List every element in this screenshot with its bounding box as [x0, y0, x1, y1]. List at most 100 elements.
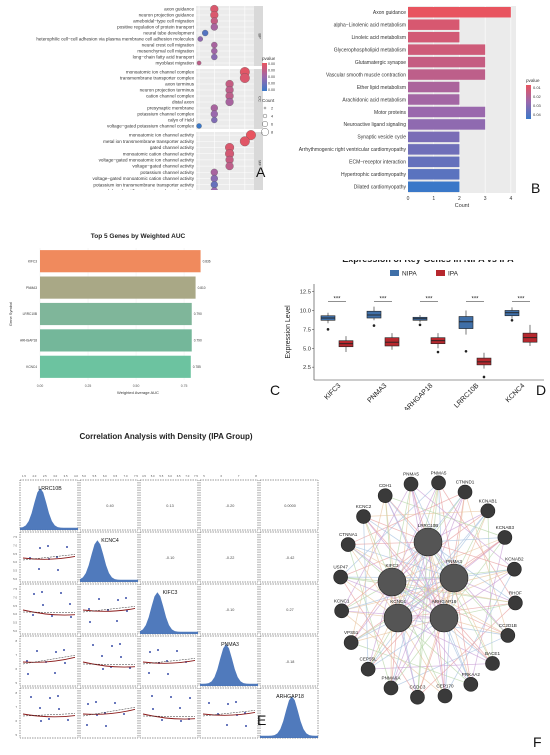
x-tick-label: 2.5	[43, 474, 47, 478]
scatter-point	[227, 703, 229, 705]
network-node	[340, 537, 356, 552]
correlation-label: -0.42	[286, 556, 295, 560]
y-tick-label: 2.5	[303, 365, 311, 371]
term-dot	[211, 116, 218, 124]
scatter-point	[39, 707, 41, 709]
category-label: Linoleic acid metabolism	[352, 35, 406, 41]
x-tick-label: 7.0	[185, 474, 189, 478]
x-axis-label: Count	[455, 203, 470, 209]
x-tick-label: 1.5	[22, 474, 26, 478]
node-label: CTNNA1	[339, 532, 358, 537]
panel-b-kegg-bar: 0 1 2 3 4 Axon guidance alpha−Linolenic acid m…	[276, 0, 550, 215]
category-label: Arrhythmogenic right ventricular cardiom…	[299, 147, 407, 153]
term-dot	[210, 174, 218, 183]
outlier	[418, 323, 422, 327]
network-edge	[438, 482, 516, 604]
scatter-point	[57, 569, 59, 571]
value-label: 0.810	[198, 286, 206, 290]
network-node	[457, 484, 473, 500]
matrix-cell	[139, 687, 199, 739]
y-tick-label: 7	[15, 705, 17, 709]
category-label: ARHGAP18	[20, 339, 37, 343]
scatter-point	[117, 599, 119, 601]
network-node	[377, 488, 393, 503]
bar	[40, 355, 191, 378]
network-edge	[367, 581, 393, 670]
correlation-label: 0.13	[166, 504, 173, 508]
x-tick-label: 8	[255, 474, 257, 478]
term-dot	[210, 168, 218, 176]
node-label: CDH1	[379, 483, 392, 488]
significance-label: ***	[517, 296, 525, 302]
term-label: axon terminus	[165, 82, 195, 87]
box	[458, 316, 474, 329]
legend-size-dot	[261, 128, 269, 136]
network-edge	[363, 516, 455, 579]
scatter-point	[161, 719, 163, 721]
network-node	[383, 680, 399, 696]
x-tick-label: 2.0	[32, 474, 36, 478]
term-label: delayed rectifier potassium channel acti…	[107, 189, 195, 191]
y-tick-label: 7.5	[13, 587, 17, 591]
matrix-cell	[19, 531, 79, 583]
value-label: 0.836	[203, 259, 211, 263]
node-label: KIFC3	[385, 563, 398, 568]
loess-curve	[22, 609, 76, 616]
linear-fit	[82, 663, 136, 665]
matrix-cell	[19, 635, 79, 687]
facet-strip	[254, 69, 263, 129]
legend-label: IPA	[448, 271, 459, 278]
legend-tick: 0.0005	[268, 62, 275, 66]
variable-label: ARHGAP18	[276, 694, 304, 700]
x-tick-label: LRRC10B	[453, 382, 480, 409]
scatter-point	[47, 545, 49, 547]
panel-letter-b: B	[531, 180, 541, 196]
facet-strip-label: CC	[258, 96, 263, 102]
x-tick-label: 4.5	[142, 474, 146, 478]
facet-strip-label: MF	[258, 160, 263, 166]
hub-node	[383, 603, 413, 633]
legend-swatch	[390, 270, 399, 276]
node-label: KCNAB2	[505, 557, 524, 562]
scatter-point	[235, 701, 237, 703]
network-node	[437, 688, 453, 704]
legend-title: pvalue	[526, 78, 540, 83]
category-label: KIFC3	[28, 259, 37, 263]
term-dot	[225, 97, 234, 107]
x-tick-label: 4.0	[74, 474, 78, 478]
y-tick-label: 6.5	[13, 604, 17, 608]
outlier	[464, 349, 468, 353]
legend-label: NIPA	[402, 271, 417, 278]
network-edge	[390, 635, 508, 689]
scatter-point	[89, 621, 91, 623]
legend-title: pvalue	[262, 56, 275, 61]
network-edge	[368, 663, 493, 670]
bar	[40, 250, 201, 273]
correlation-label: 0.27	[286, 608, 293, 612]
x-tick-label: ARHGAP18	[403, 382, 434, 410]
scatter-point	[179, 707, 181, 709]
scatter-point	[129, 667, 131, 669]
loess-curve	[82, 607, 136, 612]
network-edge	[385, 495, 506, 538]
linear-fit	[82, 707, 136, 717]
density-area	[80, 540, 138, 582]
term-dot	[225, 162, 234, 171]
y-tick-label: 5	[15, 733, 17, 737]
loess-curve	[22, 713, 76, 718]
hub-node	[429, 603, 459, 633]
network-edge	[391, 581, 516, 604]
network-node	[343, 635, 359, 650]
network-edge	[363, 516, 369, 670]
node-label: PNMA6A	[382, 675, 402, 680]
term-label: gated channel activity	[150, 145, 195, 150]
network-edge	[470, 537, 506, 685]
x-tick-label: 6.5	[177, 474, 181, 478]
hub-node	[439, 563, 469, 593]
node-label: KCNC1	[334, 598, 350, 603]
term-dot	[239, 73, 250, 83]
y-axis-label: Gene Symbol	[8, 302, 13, 326]
facet-strip	[254, 132, 263, 194]
legend-tick: 8	[271, 131, 273, 135]
outlier	[372, 324, 376, 327]
